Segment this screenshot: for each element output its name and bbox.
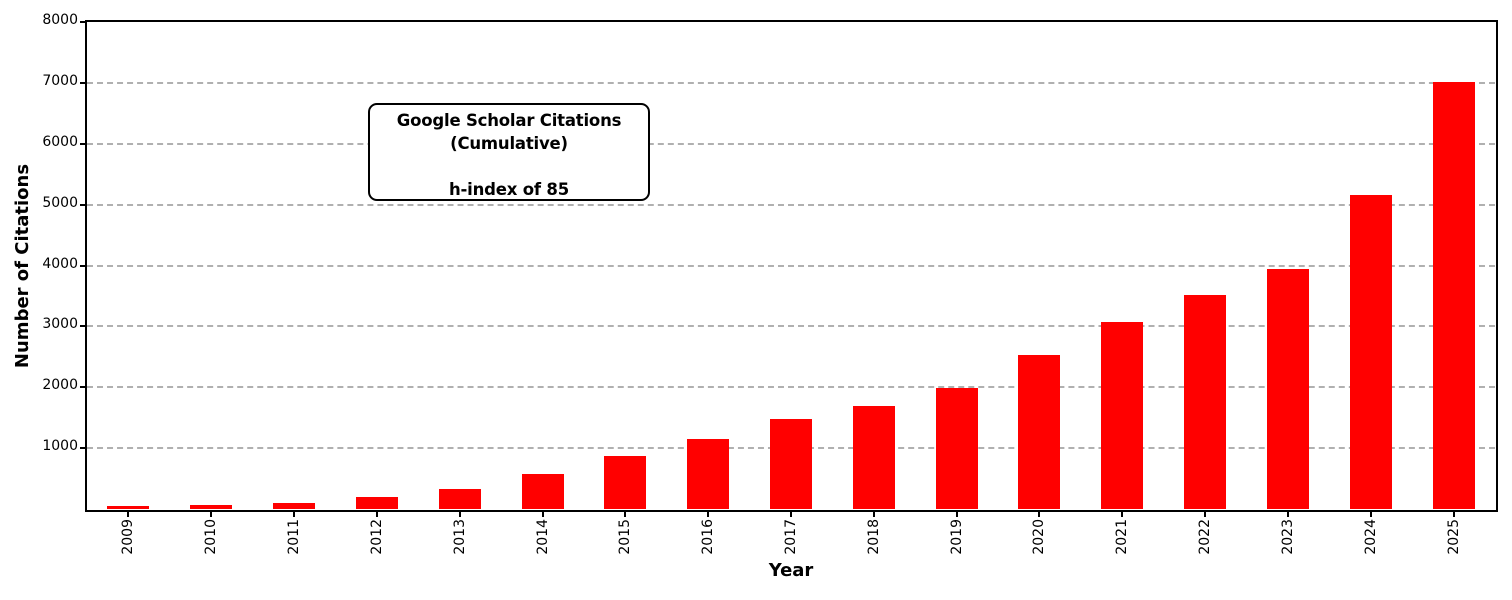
y-tick-label-1000: 1000 xyxy=(42,438,78,455)
y-tick-mark-7000 xyxy=(80,81,86,84)
x-tick-label-2023: 2023 xyxy=(1279,519,1296,555)
x-tick-mark-2014 xyxy=(541,512,544,517)
y-tick-label-8000: 8000 xyxy=(42,12,78,28)
bar-2017 xyxy=(770,418,812,509)
y-tick-label-2000: 2000 xyxy=(42,377,78,394)
x-tick-label-2024: 2024 xyxy=(1362,519,1379,555)
y-tick-mark-8000 xyxy=(80,21,86,23)
x-tick-mark-2015 xyxy=(624,512,627,517)
x-tick-mark-2010 xyxy=(210,512,213,517)
x-tick-mark-2016 xyxy=(707,512,710,517)
x-tick-label-2010: 2010 xyxy=(203,519,220,555)
gridline-4000 xyxy=(87,264,1495,267)
gridline-6000 xyxy=(87,142,1495,145)
bar-2024 xyxy=(1349,195,1392,509)
x-tick-mark-2022 xyxy=(1204,512,1207,517)
x-tick-mark-2017 xyxy=(790,512,792,517)
bar-2009 xyxy=(107,506,150,509)
bar-2023 xyxy=(1266,268,1309,509)
y-tick-mark-1000 xyxy=(80,447,86,450)
annotation-box: Google Scholar Citations (Cumulative) h-… xyxy=(368,103,650,201)
annotation-hindex-line: h-index of 85 xyxy=(448,180,569,199)
bar-2013 xyxy=(438,488,481,509)
x-tick-mark-2011 xyxy=(293,512,296,517)
bar-2019 xyxy=(935,388,978,509)
bar-2021 xyxy=(1101,321,1144,509)
x-tick-label-2020: 2020 xyxy=(1031,519,1048,555)
gridline-7000 xyxy=(87,81,1495,84)
bar-2016 xyxy=(687,439,730,509)
bar-2014 xyxy=(521,474,564,509)
x-tick-label-2022: 2022 xyxy=(1197,519,1214,555)
x-axis-label: Year xyxy=(768,560,814,581)
gridline-2000 xyxy=(87,386,1495,389)
y-tick-label-5000: 5000 xyxy=(42,194,78,211)
x-tick-label-2025: 2025 xyxy=(1445,519,1462,555)
gridline-5000 xyxy=(87,203,1495,206)
bar-2011 xyxy=(273,502,316,509)
x-tick-label-2015: 2015 xyxy=(617,519,634,555)
x-tick-label-2011: 2011 xyxy=(286,519,303,555)
x-tick-mark-2009 xyxy=(127,512,130,517)
bar-2022 xyxy=(1184,295,1227,509)
bar-2018 xyxy=(852,405,895,509)
x-tick-mark-2025 xyxy=(1452,512,1455,517)
x-tick-label-2018: 2018 xyxy=(865,519,882,555)
x-tick-mark-2021 xyxy=(1121,512,1124,517)
y-tick-label-7000: 7000 xyxy=(42,72,78,89)
bar-2015 xyxy=(604,456,647,509)
x-tick-mark-2012 xyxy=(375,512,378,517)
y-tick-mark-2000 xyxy=(80,386,86,389)
x-tick-mark-2020 xyxy=(1038,512,1041,517)
y-tick-mark-5000 xyxy=(80,203,86,206)
x-tick-label-2021: 2021 xyxy=(1114,519,1131,555)
x-tick-label-2017: 2017 xyxy=(783,519,799,555)
bar-2010 xyxy=(190,504,233,509)
x-tick-mark-2018 xyxy=(872,512,875,517)
y-tick-label-3000: 3000 xyxy=(42,316,78,333)
gridline-3000 xyxy=(87,325,1495,328)
bar-2012 xyxy=(355,497,398,509)
y-tick-mark-6000 xyxy=(80,142,86,145)
bar-2025 xyxy=(1432,82,1475,509)
y-tick-mark-4000 xyxy=(80,264,86,267)
annotation-title-line: Google Scholar Citations xyxy=(396,111,622,130)
x-tick-mark-2023 xyxy=(1286,512,1289,517)
annotation-spacer-line xyxy=(370,155,648,178)
x-tick-label-2012: 2012 xyxy=(368,519,385,555)
x-tick-label-2009: 2009 xyxy=(120,519,137,555)
x-tick-label-2016: 2016 xyxy=(700,519,717,555)
x-tick-label-2013: 2013 xyxy=(451,519,468,555)
y-tick-label-6000: 6000 xyxy=(42,133,78,150)
x-tick-mark-2013 xyxy=(458,512,461,517)
bar-2020 xyxy=(1018,354,1061,509)
y-tick-label-4000: 4000 xyxy=(42,255,78,272)
x-tick-label-2019: 2019 xyxy=(948,519,965,555)
x-tick-label-2014: 2014 xyxy=(534,519,551,555)
annotation-subtitle-line: (Cumulative) xyxy=(450,134,568,153)
x-tick-mark-2024 xyxy=(1369,512,1372,517)
x-tick-mark-2019 xyxy=(955,512,958,517)
y-tick-mark-3000 xyxy=(80,325,86,328)
